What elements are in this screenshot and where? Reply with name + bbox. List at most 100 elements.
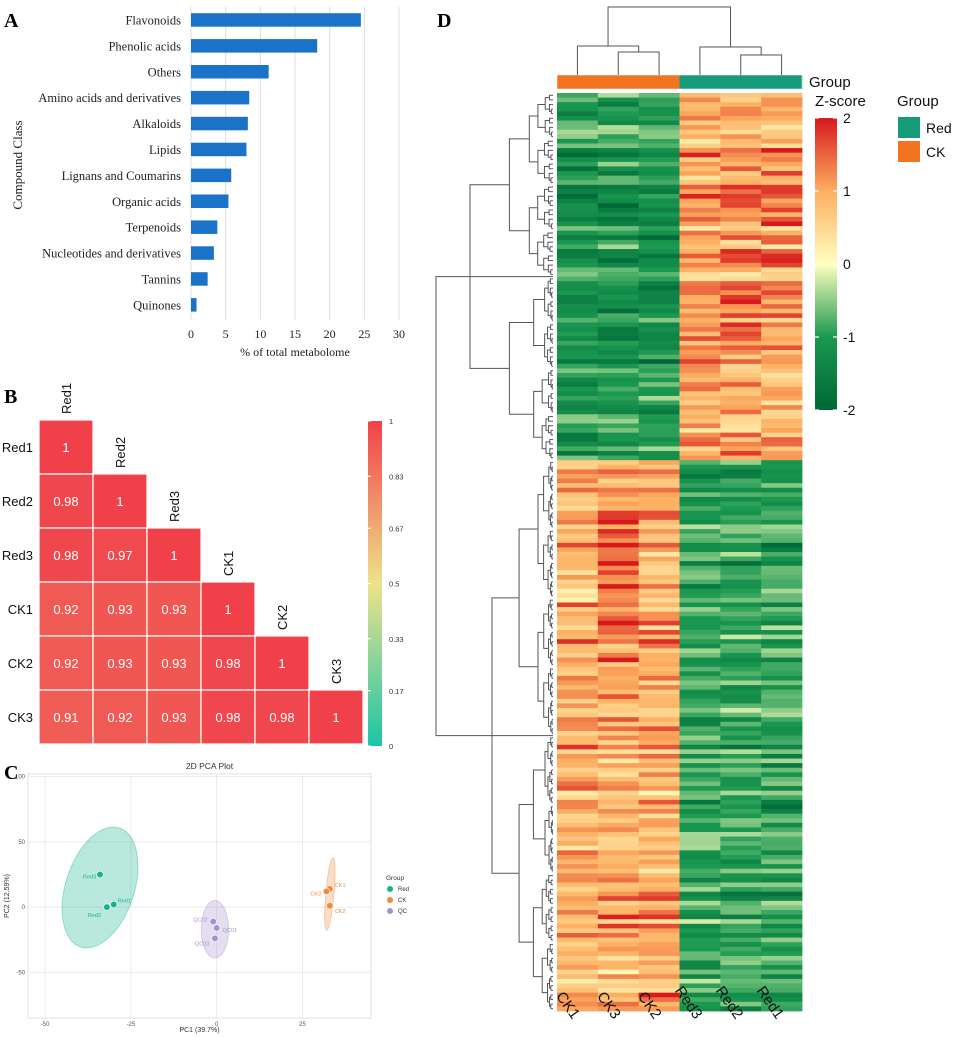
heatmap-cell xyxy=(720,630,762,636)
heatmap-cell xyxy=(597,451,640,457)
heatmap-cell xyxy=(761,189,803,195)
bar xyxy=(191,272,208,286)
heatmap-cell xyxy=(597,992,640,998)
x-tick-label: 15 xyxy=(289,327,301,341)
heatmap-cell xyxy=(761,845,803,851)
category-label: Tannins xyxy=(142,272,182,286)
heatmap-cell xyxy=(597,960,640,966)
heatmap-cell xyxy=(557,230,599,236)
heatmap-cell xyxy=(638,322,680,328)
heatmap-cell xyxy=(638,547,680,553)
heatmap-cell xyxy=(720,212,762,218)
heatmap-cell xyxy=(638,134,680,140)
heatmap-cell xyxy=(557,451,599,457)
row-dendrogram-branch xyxy=(541,957,548,976)
heatmap-cell xyxy=(720,542,762,548)
heatmap-cell xyxy=(557,460,599,466)
row-dendrogram-branch xyxy=(548,845,551,855)
row-dendrogram-branch xyxy=(548,418,551,422)
heatmap-cell xyxy=(557,235,599,241)
heatmap-cell xyxy=(557,758,599,764)
data-point xyxy=(322,887,331,896)
heatmap-cell xyxy=(638,496,680,502)
heatmap-cell xyxy=(761,226,803,232)
heatmap-cell xyxy=(597,983,640,989)
heatmap-cell xyxy=(638,235,680,241)
row-dendrogram-branch xyxy=(550,461,553,466)
x-tick-label: 25 xyxy=(358,327,370,341)
heatmap-cell xyxy=(557,932,599,938)
point-label: Red1 xyxy=(118,898,131,904)
heatmap-cell xyxy=(720,249,762,255)
heatmap-cell xyxy=(597,354,640,360)
heatmap-cell xyxy=(557,285,599,291)
row-dendrogram-branch xyxy=(469,184,510,277)
row-dendrogram-branch xyxy=(549,448,552,453)
row-dendrogram-branch xyxy=(537,666,544,702)
heatmap-cell xyxy=(761,244,803,250)
heatmap-cell xyxy=(597,294,640,300)
heatmap-cell xyxy=(720,244,762,250)
heatmap-cell xyxy=(597,786,640,792)
heatmap-cell xyxy=(557,753,599,759)
heatmap-cell xyxy=(679,845,721,851)
row-dendrogram-branch xyxy=(548,212,552,216)
heatmap-cell xyxy=(679,473,721,479)
heatmap-cell xyxy=(761,698,803,704)
row-dendrogram-branch xyxy=(518,803,534,874)
heatmap-cell xyxy=(557,809,599,815)
category-label: Flavonoids xyxy=(125,13,181,27)
heatmap-cell xyxy=(638,437,680,443)
heatmap-cell xyxy=(638,997,680,1003)
heatmap-cell xyxy=(720,171,762,177)
heatmap-cell xyxy=(761,230,803,236)
heatmap-cell xyxy=(761,533,803,539)
heatmap-cell xyxy=(679,776,721,782)
heatmap-cell xyxy=(720,616,762,622)
heatmap-cell xyxy=(638,386,680,392)
correlation-value: 0.98 xyxy=(53,494,78,509)
heatmap-cell xyxy=(679,372,721,378)
heatmap-cell xyxy=(597,831,640,837)
data-point xyxy=(209,917,217,926)
category-label: Lipids xyxy=(149,143,181,157)
heatmap-cell xyxy=(638,891,680,897)
row-dendrogram-branch xyxy=(528,207,538,231)
heatmap-cell xyxy=(557,138,599,144)
heatmap-cell xyxy=(720,896,762,902)
heatmap-cell xyxy=(597,969,640,975)
row-dendrogram-branch xyxy=(549,130,552,135)
heatmap-cell xyxy=(720,657,762,663)
heatmap-cell xyxy=(597,740,640,746)
data-point xyxy=(211,934,219,943)
row-dendrogram-branch xyxy=(548,189,552,193)
heatmap-cell xyxy=(638,799,680,805)
y-tick-label: 50 xyxy=(18,840,25,846)
heatmap-cell xyxy=(557,827,599,833)
heatmap-cell xyxy=(679,556,721,562)
heatmap-cell xyxy=(720,529,762,535)
row-dendrogram-branch xyxy=(544,837,550,856)
heatmap-cell xyxy=(597,955,640,961)
heatmap-cell xyxy=(679,285,721,291)
heatmap-cell xyxy=(761,877,803,883)
heatmap-cell xyxy=(557,662,599,668)
heatmap-cell xyxy=(557,565,599,571)
heatmap-cell xyxy=(597,781,640,787)
row-dendrogram-branch xyxy=(543,613,549,632)
heatmap-cell xyxy=(557,506,599,512)
heatmap-cell xyxy=(557,244,599,250)
heatmap-cell xyxy=(557,327,599,333)
heatmap-cell xyxy=(597,565,640,571)
heatmap-cell xyxy=(720,226,762,232)
correlation-value: 0.98 xyxy=(215,656,240,671)
heatmap-cell xyxy=(720,1006,762,1012)
row-dendrogram-branch xyxy=(508,368,534,415)
heatmap-cell xyxy=(761,542,803,548)
heatmap-cell xyxy=(761,790,803,796)
row-dendrogram-branch xyxy=(549,347,552,351)
heatmap-cell xyxy=(638,382,680,388)
heatmap-cell xyxy=(557,928,599,934)
heatmap-cell xyxy=(638,175,680,181)
correlation-value: 0.91 xyxy=(53,710,78,725)
